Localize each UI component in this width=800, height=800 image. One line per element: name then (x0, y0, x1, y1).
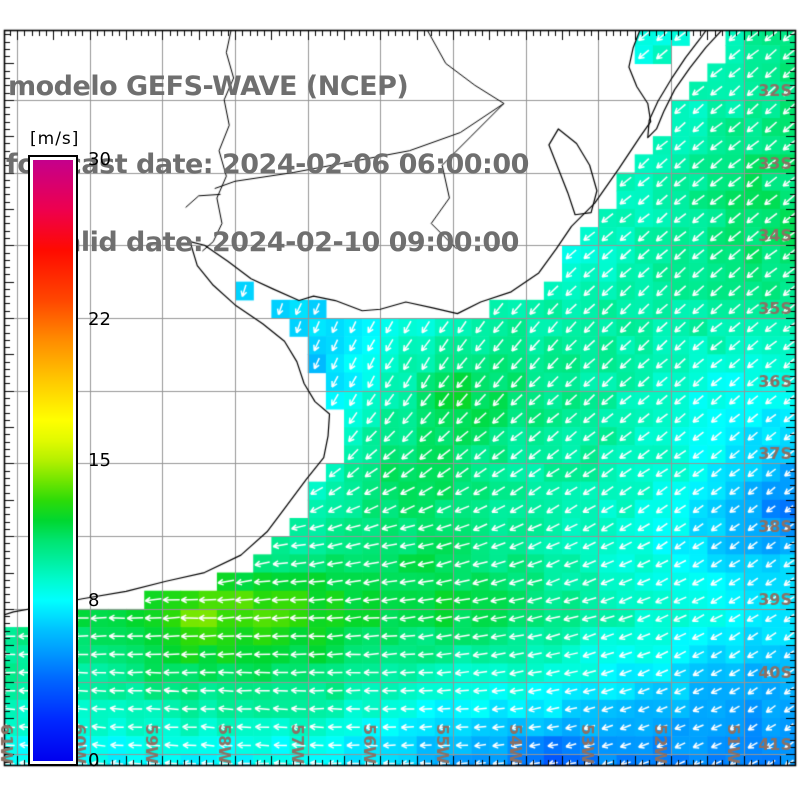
colorbar-unit-label: [m/s] (30, 129, 80, 149)
colorbar-tick-label: 22 (88, 309, 111, 331)
colorbar (28, 155, 78, 766)
colorbar-tick-label: 8 (88, 589, 100, 611)
colorbar-tick-label: 15 (88, 449, 111, 471)
colorbar-gradient (33, 160, 73, 761)
colorbar-tick-label: 30 (88, 149, 111, 170)
colorbar-tick-label: 0 (88, 750, 100, 771)
